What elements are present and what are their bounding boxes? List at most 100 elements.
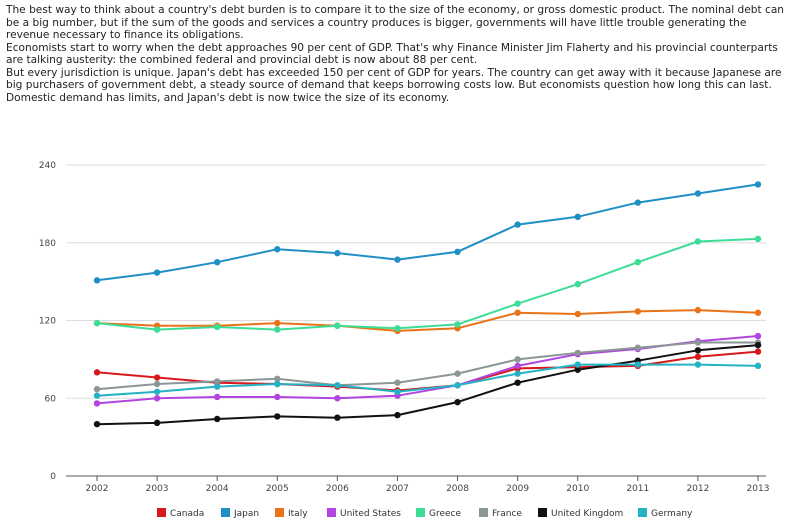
intro-paragraph-2: Economists start to worry when the debt … — [6, 41, 778, 67]
data-point-japan — [274, 246, 281, 253]
data-point-japan — [213, 258, 221, 266]
data-point-italy — [514, 309, 521, 316]
legend-item-canada: Canada — [157, 508, 204, 519]
legend-swatch — [479, 508, 488, 517]
data-point-greece — [334, 322, 341, 329]
data-point-greece — [153, 326, 161, 333]
data-point-canada — [754, 348, 762, 355]
data-point-italy — [274, 319, 281, 327]
data-point-japan — [334, 249, 341, 257]
data-point-united-states — [153, 395, 161, 402]
data-point-france — [274, 375, 281, 383]
intro-paragraph-3: But every jurisdiction is unique. Japan'… — [6, 66, 782, 104]
data-point-germany — [394, 388, 401, 395]
y-tick-label: 240 — [39, 161, 56, 171]
series-line-greece — [96, 237, 759, 331]
intro-paragraph-1: The best way to think about a country's … — [6, 4, 785, 41]
data-point-italy — [694, 306, 702, 314]
series-canada — [93, 348, 762, 394]
data-point-germany — [694, 361, 702, 368]
data-point-france — [514, 356, 521, 363]
data-point-germany — [754, 362, 762, 370]
data-point-greece — [754, 235, 762, 243]
x-tick-label: 2011 — [626, 484, 649, 494]
legend-item-greece: Greece — [416, 508, 461, 519]
series-line-japan — [96, 183, 759, 282]
y-tick-label: 120 — [39, 317, 56, 327]
data-point-japan — [634, 199, 642, 206]
data-point-italy — [754, 309, 762, 316]
data-point-united-states — [93, 400, 101, 407]
legend-swatch — [275, 508, 284, 517]
data-point-canada — [153, 374, 161, 381]
data-point-japan — [754, 181, 762, 188]
data-point-greece — [394, 325, 401, 332]
data-point-united-states — [514, 362, 521, 370]
data-point-germany — [93, 392, 101, 399]
series-line-italy — [96, 309, 759, 332]
data-point-greece — [93, 319, 101, 327]
x-tick-label: 2006 — [326, 484, 349, 494]
legend-item-japan: Japan — [221, 508, 259, 519]
legend-swatch — [538, 508, 547, 517]
legend-item-germany: Germany — [638, 508, 693, 519]
data-point-united-kingdom — [754, 341, 762, 349]
series-united-states — [93, 332, 762, 407]
data-point-greece — [634, 258, 642, 266]
y-tick-label: 0 — [50, 472, 56, 482]
data-point-japan — [694, 190, 702, 197]
data-point-germany — [274, 380, 281, 388]
y-tick-label: 180 — [39, 239, 56, 249]
data-point-united-kingdom — [334, 414, 341, 421]
data-point-france — [454, 370, 461, 377]
data-point-france — [634, 344, 642, 351]
data-point-japan — [153, 269, 161, 276]
data-point-germany — [334, 382, 341, 389]
data-point-germany — [153, 388, 161, 395]
legend-swatch — [157, 508, 166, 517]
x-tick-label: 2004 — [206, 484, 229, 494]
data-point-greece — [454, 321, 461, 328]
legend-label: Italy — [288, 509, 308, 519]
series-united-kingdom — [93, 341, 762, 428]
legend-swatch — [416, 508, 425, 517]
data-point-united-kingdom — [213, 415, 221, 423]
series-lines — [93, 181, 762, 428]
legend-item-france: France — [479, 508, 522, 519]
legend-label: Germany — [651, 509, 693, 519]
data-point-united-kingdom — [153, 419, 161, 427]
data-point-japan — [454, 248, 461, 256]
legend-label: Japan — [233, 509, 259, 519]
axes: 0 60 120 180 240 2002 2003 2004 2005 2006 2007 2008… — [39, 161, 770, 494]
legend-label: Greece — [429, 509, 461, 519]
data-point-greece — [213, 323, 221, 331]
legend: Canada Japan Italy United States Greece Franc… — [157, 508, 693, 519]
grid-lines — [66, 164, 766, 477]
data-point-united-kingdom — [514, 379, 521, 386]
x-tick-label: 2005 — [266, 484, 289, 494]
data-point-france — [153, 380, 161, 388]
data-point-greece — [274, 326, 281, 333]
data-point-united-states — [213, 393, 221, 401]
legend-item-united-kingdom: United Kingdom — [538, 508, 623, 519]
x-tick-label: 2013 — [747, 484, 770, 494]
legend-swatch — [327, 508, 336, 517]
data-point-france — [394, 379, 401, 386]
legend-swatch — [638, 508, 647, 517]
legend-item-italy: Italy — [275, 508, 308, 519]
data-point-germany — [514, 370, 521, 377]
data-point-united-kingdom — [454, 398, 461, 406]
data-point-italy — [634, 308, 642, 315]
data-point-france — [213, 378, 221, 385]
x-tick-label: 2007 — [386, 484, 409, 494]
data-point-japan — [394, 256, 401, 263]
x-tick-label: 2010 — [566, 484, 589, 494]
legend-label: United Kingdom — [551, 509, 623, 519]
y-tick-label: 60 — [45, 394, 57, 404]
data-point-germany — [634, 361, 642, 368]
series-line-united-kingdom — [96, 344, 759, 426]
data-point-united-states — [274, 393, 281, 401]
series-france — [93, 339, 762, 393]
data-point-germany — [574, 361, 581, 368]
